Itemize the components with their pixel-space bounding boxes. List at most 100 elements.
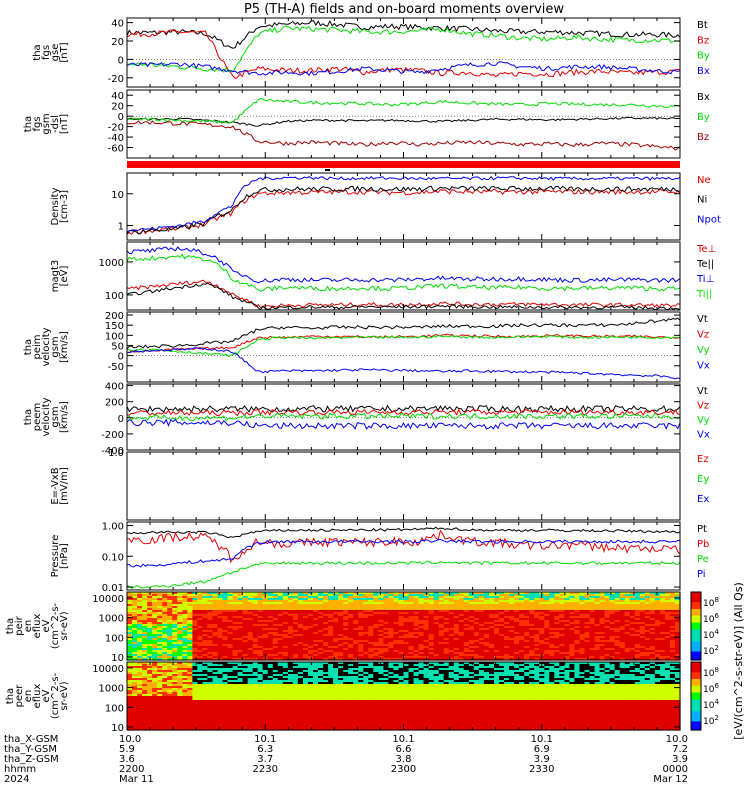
- ytick-label: 1: [118, 222, 124, 233]
- legend-label: Vz: [697, 330, 709, 341]
- series-line-fgs_gsm-0: [127, 117, 680, 126]
- legend-label: Bz: [697, 35, 709, 46]
- ytick-label: 1000: [99, 614, 124, 625]
- ytick-label: 100: [105, 291, 124, 302]
- ytick-label: 10000: [92, 594, 124, 605]
- ytick-label: 40: [111, 19, 124, 30]
- legend-label: Pt: [697, 524, 707, 535]
- ytick-label: 10: [111, 653, 124, 664]
- ytick-label: -20: [108, 74, 124, 85]
- ytick-label: 40: [111, 91, 124, 102]
- spectrogram-peer_eflux: [127, 662, 681, 731]
- ylabel-line: [mV/m]: [59, 467, 70, 505]
- ylabel-line: [nPa]: [59, 543, 70, 569]
- ytick-label: 100: [105, 633, 124, 644]
- ylabel-line: [km/s]: [59, 401, 70, 433]
- ytick-label: -40: [108, 133, 124, 144]
- ytick-label: -200: [101, 430, 124, 441]
- ytick-label: 0.10: [102, 552, 124, 563]
- panel-frame: [127, 242, 680, 310]
- figure-title: P5 (TH-A) fields and on-board moments ov…: [244, 2, 564, 17]
- legend-label: Vy: [697, 345, 710, 356]
- legend-label: Bx: [697, 92, 710, 103]
- series-line-fgs_gse-0: [127, 21, 680, 49]
- series-line-peem_velocity-3: [127, 420, 680, 429]
- series-line-fgs_gsm-1: [127, 99, 680, 124]
- ytick-label: 1.0: [108, 448, 124, 459]
- series-line-density-0: [127, 189, 680, 234]
- series-line-density-1: [127, 186, 680, 234]
- ytick-label: 1000: [99, 258, 124, 269]
- legend-label: Ni: [697, 195, 707, 206]
- legend-label: Ne: [697, 175, 711, 186]
- ytick-label: 200: [105, 398, 124, 409]
- series-line-temperature-3: [127, 254, 680, 291]
- ytick-label: 0: [118, 55, 124, 66]
- legend-label: Pb: [697, 539, 709, 550]
- panel-peer_eflux: thapeerenefluxeV(cm^2-s-sr-eV)1000010001…: [5, 662, 681, 734]
- series-line-pressure-0: [127, 527, 680, 537]
- legend-label: Ti||: [696, 289, 712, 300]
- series-line-fgs_gse-1: [127, 30, 680, 79]
- series-line-peim_velocity-2: [127, 335, 680, 356]
- series-line-fgs_gsm-2: [127, 121, 680, 150]
- panel-frame: [127, 312, 680, 382]
- ylabel-line: sr-eV): [59, 681, 70, 710]
- legend-label: Vy: [697, 415, 710, 426]
- legend-label: Pi: [697, 569, 706, 580]
- series-line-peim_velocity-0: [127, 318, 680, 349]
- panel-frame: [127, 173, 680, 240]
- legend-label: Ez: [697, 454, 709, 465]
- series-line-temperature-2: [127, 247, 680, 283]
- series-line-density-2: [127, 177, 680, 232]
- ytick-label: 0: [118, 112, 124, 123]
- legend-label: Npot: [697, 214, 721, 225]
- legend-label: Vt: [697, 386, 708, 397]
- ylabel-pressure: Pressure[nPa]: [50, 535, 70, 578]
- ylabel-temperature: magt3[eV]: [50, 260, 70, 293]
- ylabel-line: [nT]: [59, 42, 70, 62]
- panels-layer: thafgsgse[nT]BtBzByBx40200-20thafgsgsm-d…: [4, 18, 745, 785]
- legend-label: Ex: [697, 494, 709, 505]
- legend-label: By: [697, 112, 710, 123]
- ytick-label: -60: [108, 144, 124, 155]
- panel-frame: [127, 18, 680, 87]
- legend-label: By: [697, 51, 710, 62]
- ylabel-line: [cm-3]: [59, 190, 70, 223]
- series-line-fgs_gse-3: [127, 62, 680, 76]
- legend-label: Vt: [697, 314, 708, 325]
- ylabel-line: [nT]: [59, 114, 70, 134]
- series-line-peim_velocity-3: [127, 348, 680, 379]
- ytick-label: 0: [118, 414, 124, 425]
- ylabel-efield: E=-VxB[mV/m]: [50, 467, 70, 505]
- ylabel-line: sr-eV): [59, 611, 70, 640]
- ytick-label: 20: [111, 37, 124, 48]
- ytick-label: -20: [108, 123, 124, 134]
- spectrogram-peir_eflux: [127, 592, 681, 661]
- ylabel-density: Density[cm-3]: [50, 187, 70, 225]
- legend-label: Vz: [697, 401, 709, 412]
- legend-label: Bx: [697, 66, 710, 77]
- ylabel-line: [eV]: [59, 266, 70, 287]
- panel-peim_velocity: thapeimvelocitygsm[km/s]VtVzVyVx20015010…: [23, 311, 710, 382]
- panel-efield: E=-VxB[mV/m] Ez Ey Ex 1.0: [50, 448, 709, 520]
- legend-label: Bz: [697, 132, 709, 143]
- panel-frame: [127, 452, 680, 520]
- legend-label: Vx: [697, 361, 710, 372]
- legend-label: Ti⊥: [696, 274, 714, 285]
- legend-label: Pe: [697, 554, 709, 565]
- ytick-label: -50: [108, 362, 124, 373]
- legend-label: Ey: [697, 474, 709, 485]
